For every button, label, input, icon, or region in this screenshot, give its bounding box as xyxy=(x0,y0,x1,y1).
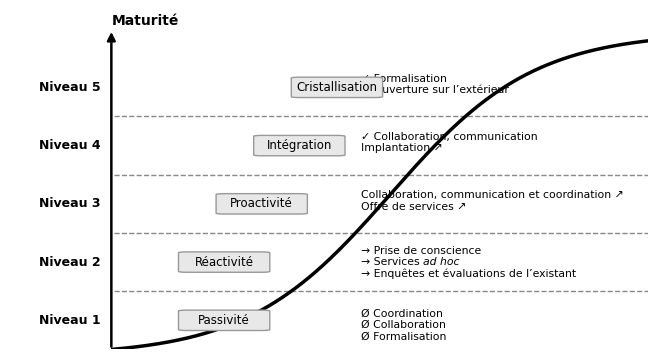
Text: Ø Formalisation: Ø Formalisation xyxy=(361,331,447,341)
Text: Niveau 2: Niveau 2 xyxy=(39,256,101,269)
Text: Ø Coordination: Ø Coordination xyxy=(361,309,443,318)
Text: Proactivité: Proactivité xyxy=(231,197,293,210)
Text: Collaboration, communication et coordination ↗: Collaboration, communication et coordina… xyxy=(361,190,624,200)
Text: Niveau 1: Niveau 1 xyxy=(39,314,101,327)
Text: Réactivité: Réactivité xyxy=(195,256,253,269)
Text: Passivité: Passivité xyxy=(198,314,250,327)
FancyBboxPatch shape xyxy=(178,252,270,272)
Text: Cristallisation: Cristallisation xyxy=(297,81,377,94)
Text: → Ouverture sur l’extérieur: → Ouverture sur l’extérieur xyxy=(361,85,509,95)
Text: Niveau 4: Niveau 4 xyxy=(39,139,101,152)
Text: Offre de services ↗: Offre de services ↗ xyxy=(361,202,466,211)
Text: Niveau 5: Niveau 5 xyxy=(39,81,101,94)
Text: Implantation ↗: Implantation ↗ xyxy=(361,143,443,153)
Text: ✓ Formalisation: ✓ Formalisation xyxy=(361,74,447,84)
Text: → Prise de conscience: → Prise de conscience xyxy=(361,246,481,256)
Text: Niveau 3: Niveau 3 xyxy=(39,197,101,210)
FancyBboxPatch shape xyxy=(216,194,307,214)
Text: ✓ Collaboration, communication: ✓ Collaboration, communication xyxy=(361,132,538,142)
Text: Intégration: Intégration xyxy=(267,139,332,152)
Text: → Services: → Services xyxy=(361,257,423,267)
Text: → Enquêtes et évaluations de l’existant: → Enquêtes et évaluations de l’existant xyxy=(361,268,576,279)
Text: ad hoc: ad hoc xyxy=(423,257,460,267)
Text: Maturité: Maturité xyxy=(111,14,179,28)
FancyBboxPatch shape xyxy=(291,77,383,98)
Text: Ø Collaboration: Ø Collaboration xyxy=(361,320,446,330)
FancyBboxPatch shape xyxy=(253,135,345,156)
FancyBboxPatch shape xyxy=(178,310,270,331)
